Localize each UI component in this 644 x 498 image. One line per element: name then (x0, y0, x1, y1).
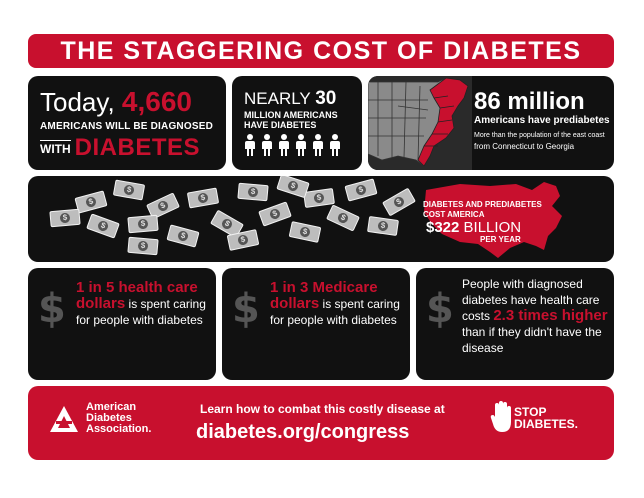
person-icon (244, 134, 256, 156)
stat-text: 1 in 5 health care dollars is spent cari… (76, 280, 208, 328)
us-map-icon (424, 182, 562, 258)
stop-diabetes-word: DIABETES. (514, 417, 579, 431)
congress-link[interactable]: diabetes.org/congress (196, 421, 410, 443)
ada-name: American Diabetes Association. (86, 401, 152, 435)
stat-panel-medicare: $ 1 in 3 Medicare dollars is spent carin… (222, 268, 410, 380)
footer-banner: American Diabetes Association. Learn how… (28, 386, 614, 460)
stat-body: is spent caring for people with diabetes (270, 297, 400, 327)
person-icon (312, 134, 324, 156)
cost-panel: DIABETES AND PREDIABETES COST AMERICA $3… (28, 176, 614, 262)
dollar-icon: $ (38, 286, 66, 332)
us-east-map-icon (368, 76, 472, 170)
person-icon (261, 134, 273, 156)
population-note-1: More than the population of the east coa… (474, 132, 605, 139)
per-year-label: PER YEAR (480, 235, 521, 244)
prediabetes-count: 86 million (474, 88, 585, 115)
cost-label: DIABETES AND PREDIABETES COST AMERICA (423, 200, 542, 219)
stat-highlight: 1 in 3 Medicare dollars (270, 279, 378, 312)
diagnosed-label: AMERICANS WILL BE DIAGNOSED (40, 121, 213, 132)
page-title: THE STAGGERING COST OF DIABETES (28, 34, 614, 68)
learn-text: Learn how to combat this costly disease … (200, 402, 445, 416)
dollar-icon: $ (426, 286, 454, 332)
stat-text: People with diagnosed diabetes have heal… (462, 276, 608, 356)
person-icon (295, 134, 307, 156)
million-count: 30 (315, 88, 337, 109)
person-icon (329, 134, 341, 156)
nearly-line: NEARLY 30 (244, 88, 336, 110)
stat-body: than if they didn't have the disease (462, 325, 602, 355)
stop-hand-icon (490, 401, 511, 432)
stop-diabetes-logo: STOP DIABETES. (514, 406, 578, 430)
with-label: WITH (40, 140, 71, 156)
ada-triangle-logo-icon (50, 406, 78, 432)
with-diabetes-row: WITH DIABETES (40, 134, 200, 162)
cost-amount-line: $322 BILLION (426, 219, 521, 236)
today-line: Today, 4,660 (40, 86, 192, 118)
person-icon (278, 134, 290, 156)
stat-pre: People with diagnosed diabetes have heal… (462, 277, 600, 323)
stat-panel-costs-higher: $ People with diagnosed diabetes have he… (416, 268, 614, 380)
today-label: Today, (40, 87, 115, 117)
stop-word: STOP (514, 405, 547, 419)
million-americans-label: MILLION AMERICANS HAVE DIABETES (244, 110, 338, 130)
dollar-icon: $ (232, 286, 260, 332)
people-icons (244, 134, 341, 156)
thirty-million-panel: NEARLY 30 MILLION AMERICANS HAVE DIABETE… (232, 76, 362, 170)
diabetes-label: DIABETES (74, 134, 201, 161)
stat-body: is spent caring for people with diabetes (76, 297, 206, 327)
daily-count: 4,660 (121, 86, 192, 117)
stat-highlight: 2.3 times higher (493, 307, 608, 324)
prediabetes-label: Americans have prediabetes (474, 115, 610, 126)
population-note-2: from Connecticut to Georgia (474, 142, 575, 151)
stat-text: 1 in 3 Medicare dollars is spent caring … (270, 280, 402, 328)
nearly-label: NEARLY (244, 89, 311, 108)
stat-panel-health-dollars: $ 1 in 5 health care dollars is spent ca… (28, 268, 216, 380)
cost-amount: $322 (426, 219, 460, 236)
prediabetes-panel: 86 million Americans have prediabetes Mo… (368, 76, 614, 170)
diagnosed-today-panel: Today, 4,660 AMERICANS WILL BE DIAGNOSED… (28, 76, 226, 170)
stat-highlight: 1 in 5 health care dollars (76, 279, 198, 312)
cost-billion: BILLION (463, 219, 522, 236)
